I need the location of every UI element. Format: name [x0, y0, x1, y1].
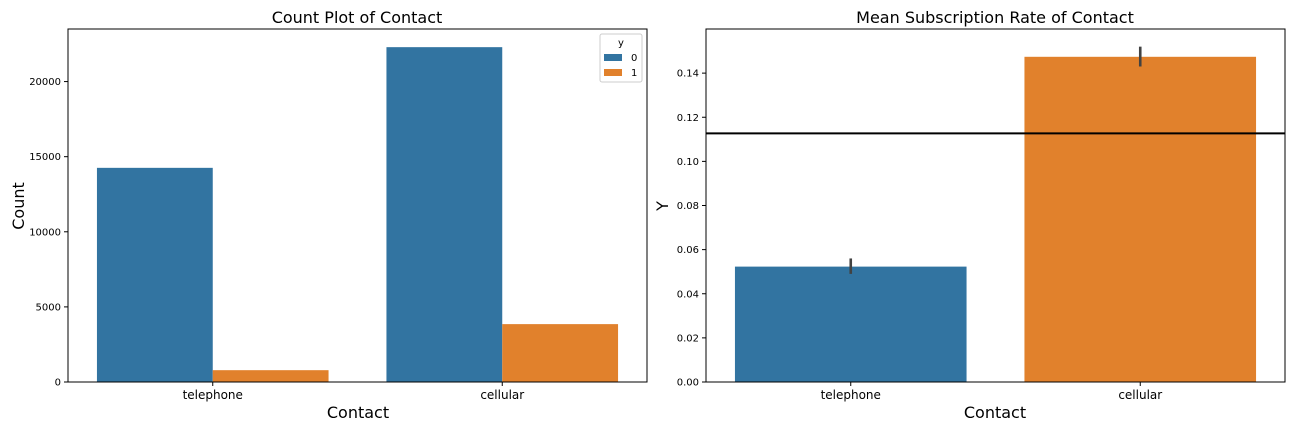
- y-tick-label: 0.04: [677, 289, 699, 300]
- chart-title: Count Plot of Contact: [272, 8, 443, 27]
- y-tick-label: 0.06: [677, 245, 699, 256]
- bar-telephone: [734, 266, 967, 382]
- legend-title: y: [618, 38, 624, 49]
- x-axis-label: Contact: [964, 403, 1026, 422]
- y-tick-label: 0.02: [677, 333, 699, 344]
- x-axis-label: Contact: [327, 403, 389, 422]
- legend-swatch: [604, 54, 622, 61]
- y-axis-label: Y: [653, 201, 672, 212]
- legend-swatch: [604, 69, 622, 76]
- x-tick-label: cellular: [480, 388, 524, 402]
- chart-title: Mean Subscription Rate of Contact: [856, 8, 1134, 27]
- x-tick-label: telephone: [183, 388, 243, 402]
- y-tick-label: 0.10: [677, 157, 699, 168]
- bar-cellular-y0: [386, 47, 503, 382]
- legend-label: 1: [631, 68, 637, 79]
- bar-cellular: [1024, 56, 1257, 383]
- y-tick-label: 15000: [29, 152, 61, 163]
- y-axis-label: Count: [9, 182, 28, 230]
- y-tick-label: 10000: [29, 227, 61, 238]
- plot-frame: [67, 28, 648, 383]
- y-tick-label: 0.12: [677, 113, 699, 124]
- y-tick-label: 0: [55, 378, 61, 389]
- y-tick-label: 0.08: [677, 201, 699, 212]
- legend: y0 1: [599, 33, 643, 83]
- y-tick-label: 5000: [36, 302, 61, 313]
- x-tick-label: telephone: [821, 388, 881, 402]
- bar-telephone-y0: [96, 167, 213, 382]
- x-tick-label: cellular: [1118, 388, 1162, 402]
- count-plot: Count Plot of Contact 0 5000 10000 15000 200…: [9, 8, 648, 422]
- y-tick-label: 20000: [29, 77, 61, 88]
- y-tick-label: 0.14: [677, 69, 699, 80]
- mean-rate-plot: Mean Subscription Rate of Contact 0.00 0.…: [653, 8, 1286, 422]
- y-tick-label: 0.00: [677, 378, 699, 389]
- bar-cellular-y1: [502, 324, 619, 382]
- legend-label: 0: [631, 53, 637, 64]
- bar-telephone-y1: [212, 370, 329, 382]
